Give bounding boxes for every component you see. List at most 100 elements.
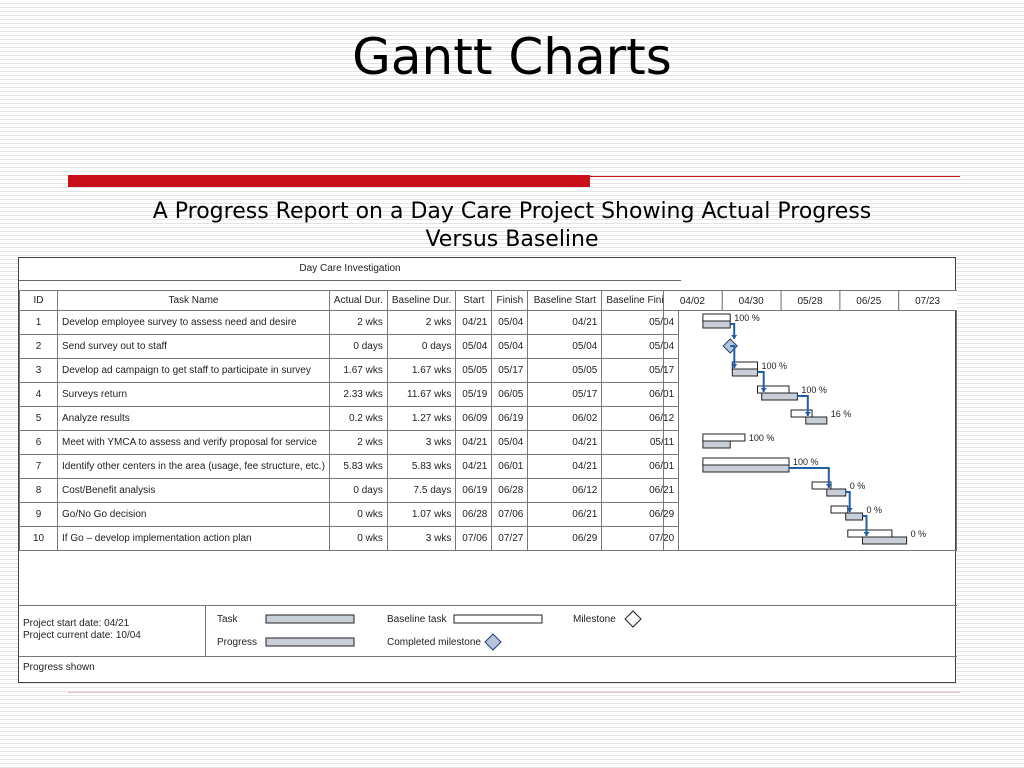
task-cell-finish: 06/19 [491,406,529,431]
task-cell-baseline-dur: 1.67 wks [386,358,457,383]
baseline-bar [702,433,746,442]
task-cell-id: 7 [19,454,58,479]
subtitle-line-1: A Progress Report on a Day Care Project … [152,199,872,224]
gantt-panel: Day Care Investigation ID Task Name Actu… [18,257,957,683]
task-cell-start: 06/19 [455,478,493,503]
actual-bar [761,392,798,401]
task-cell-actual-dur: 0 wks [328,526,388,551]
legend-completed-milestone-label: Completed milestone [387,637,481,648]
table-row: 6 Meet with YMCA to assess and verify pro… [19,430,680,455]
dependency-link [797,395,809,416]
gantt-timeline: 04/02 04/30 05/28 06/25 07/23 100 % 100 % 100 %… [663,290,957,551]
actual-bar [731,368,759,377]
column-header: Baseline Dur. [386,290,457,311]
progress-label: 100 % [734,313,760,323]
dependency-link [730,345,736,368]
actual-bar [845,512,863,521]
progress-label: 0 % [911,529,927,539]
task-cell-baseline-finish: 05/04 [601,334,680,359]
task-cell-baseline-dur: 1.07 wks [386,502,457,527]
task-cell-finish: 05/04 [491,334,529,359]
task-cell-name: Develop employee survey to assess need a… [57,310,330,335]
bottom-rule [68,692,960,693]
task-cell-baseline-finish: 06/29 [601,502,680,527]
task-cell-actual-dur: 2 wks [328,310,388,335]
actual-bar [805,416,828,425]
task-cell-actual-dur: 0 days [328,478,388,503]
progress-label: 16 % [831,409,852,419]
task-cell-baseline-start: 06/02 [527,406,603,431]
title-accent-bar [68,175,590,187]
task-cell-finish: 05/04 [491,430,529,455]
task-cell-baseline-start: 05/17 [527,382,603,407]
task-cell-name: Meet with YMCA to assess and verify prop… [57,430,330,455]
column-header: Start [455,290,493,311]
column-header: Finish [491,290,529,311]
task-cell-actual-dur: 0 days [328,334,388,359]
task-cell-baseline-dur: 3 wks [386,430,457,455]
dependency-link [845,491,851,512]
task-cell-baseline-dur: 0 days [386,334,457,359]
timeline-tick-label: 05/28 [797,296,822,307]
task-cell-start: 05/05 [455,358,493,383]
task-cell-baseline-start: 05/04 [527,334,603,359]
task-cell-id: 6 [19,430,58,455]
table-row: 7 Identify other centers in the area (usa… [19,454,680,479]
task-cell-actual-dur: 0.2 wks [328,406,388,431]
task-cell-baseline-start: 06/12 [527,478,603,503]
task-cell-actual-dur: 2.33 wks [328,382,388,407]
task-cell-baseline-dur: 11.67 wks [386,382,457,407]
progress-label: 100 % [749,433,775,443]
table-row: 8 Cost/Benefit analysis 0 days 7.5 days 06/1… [19,478,680,503]
task-cell-name: Analyze results [57,406,330,431]
task-cell-actual-dur: 2 wks [328,430,388,455]
task-cell-baseline-start: 06/29 [527,526,603,551]
timeline-tick-label: 04/02 [680,296,705,307]
task-cell-start: 06/09 [455,406,493,431]
task-cell-baseline-start: 04/21 [527,430,603,455]
timeline-body-frame [663,310,957,551]
column-header: Baseline Start [527,290,603,311]
legend-progress-label: Progress [217,637,258,648]
baseline-bar [702,457,790,466]
task-cell-baseline-start: 04/21 [527,454,603,479]
task-cell-name: Surveys return [57,382,330,407]
task-cell-finish: 07/27 [491,526,529,551]
dependency-link [757,371,765,392]
legend-baseline-task-label: Baseline task [387,614,447,625]
legend-milestone-label: Milestone [573,614,616,625]
table-header-row: ID Task Name Actual Dur. Baseline Dur. S… [19,290,680,311]
task-cell-baseline-finish: 06/21 [601,478,680,503]
task-cell-baseline-finish: 07/20 [601,526,680,551]
column-header: ID [19,290,58,311]
task-cell-baseline-dur: 3 wks [386,526,457,551]
progress-label: 100 % [793,457,819,467]
task-cell-baseline-start: 04/21 [527,310,603,335]
task-cell-baseline-finish: 05/11 [601,430,680,455]
task-cell-start: 04/21 [455,430,493,455]
task-cell-actual-dur: 1.67 wks [328,358,388,383]
table-row: 4 Surveys return 2.33 wks 11.67 wks 05/19 06/… [19,382,680,407]
task-cell-finish: 06/01 [491,454,529,479]
subtitle-line-2: Versus Baseline [425,227,599,252]
baseline-bar [830,505,849,514]
project-dates: Project start date: 04/21 Project curren… [19,606,206,656]
legend-baseline-swatch [453,614,543,624]
task-cell-name: Develop ad campaign to get staff to part… [57,358,330,383]
table-row: 2 Send survey out to staff 0 days 0 days 05/… [19,334,680,359]
table-row: 3 Develop ad campaign to get staff to par… [19,358,680,383]
table-row: 1 Develop employee survey to assess need … [19,310,680,335]
progress-label: 100 % [801,385,827,395]
actual-bar [702,464,790,473]
task-cell-start: 06/28 [455,502,493,527]
legend-milestone-diamond [624,610,642,628]
dependency-link [862,515,868,536]
dependency-arrowhead [760,388,767,392]
task-cell-id: 5 [19,406,58,431]
task-cell-finish: 05/17 [491,358,529,383]
task-cell-id: 4 [19,382,58,407]
column-header: Task Name [57,290,330,311]
task-cell-id: 3 [19,358,58,383]
legend-progress-swatch [265,637,355,647]
task-cell-actual-dur: 5.83 wks [328,454,388,479]
